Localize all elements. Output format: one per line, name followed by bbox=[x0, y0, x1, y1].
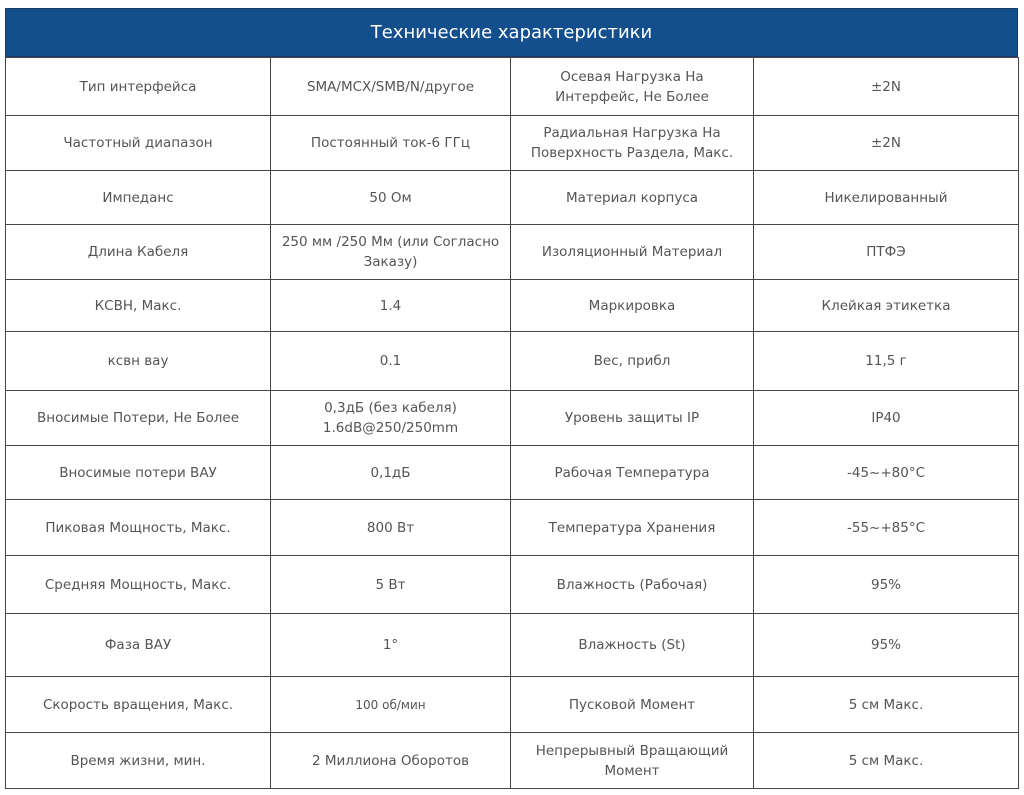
param-value: 1.4 bbox=[270, 279, 511, 332]
param-name: Непрерывный Вращающий Момент bbox=[510, 732, 754, 789]
param-name: Импеданс bbox=[5, 170, 271, 225]
param-value: 2 Миллиона Оборотов bbox=[270, 732, 511, 789]
param-value: 5 см Макс. bbox=[753, 676, 1019, 733]
table-row: Пиковая Мощность, Макс. 800 Вт Температура… bbox=[5, 499, 1019, 556]
table-row: Длина Кабеля 250 мм /250 Мм (или Согласно… bbox=[5, 224, 1019, 280]
param-value: 1° bbox=[270, 613, 511, 677]
param-value: 5 Вт bbox=[270, 555, 511, 614]
table-row: Фаза ВАУ 1° Влажность (St) 95% bbox=[5, 613, 1019, 677]
param-value: ±2N bbox=[753, 115, 1019, 171]
param-name: Пиковая Мощность, Макс. bbox=[5, 499, 271, 556]
param-name: Время жизни, мин. bbox=[5, 732, 271, 789]
param-name: Частотный диапазон bbox=[5, 115, 271, 171]
param-name: Изоляционный Материал bbox=[510, 224, 754, 280]
param-name: Материал корпуса bbox=[510, 170, 754, 225]
table-row: Скорость вращения, Макс. 100 об/мин Пусков… bbox=[5, 676, 1019, 733]
param-value: 11,5 г bbox=[753, 331, 1019, 391]
param-value: Никелированный bbox=[753, 170, 1019, 225]
param-value: 50 Ом bbox=[270, 170, 511, 225]
specs-table-container: Технические характеристики Тип интерфейс… bbox=[5, 8, 1019, 789]
param-value: -55~+85°C bbox=[753, 499, 1019, 556]
table-title: Технические характеристики bbox=[5, 8, 1018, 57]
param-value: 0,1дБ bbox=[270, 445, 511, 500]
specs-table: Тип интерфейса SMA/MCX/SMB/N/другое Осевая… bbox=[5, 57, 1019, 789]
param-name: Средняя Мощность, Макс. bbox=[5, 555, 271, 614]
table-row: Частотный диапазон Постоянный ток-6 ГГц Ра… bbox=[5, 115, 1019, 171]
param-value: IP40 bbox=[753, 390, 1019, 446]
table-row: Средняя Мощность, Макс. 5 Вт Влажность (Ра… bbox=[5, 555, 1019, 614]
param-value: SMA/MCX/SMB/N/другое bbox=[270, 57, 511, 116]
param-name: Влажность (Рабочая) bbox=[510, 555, 754, 614]
param-value: Клейкая этикетка bbox=[753, 279, 1019, 332]
param-name: Фаза ВАУ bbox=[5, 613, 271, 677]
param-value: Постоянный ток-6 ГГц bbox=[270, 115, 511, 171]
param-value: 100 об/мин bbox=[270, 676, 511, 733]
table-row: Тип интерфейса SMA/MCX/SMB/N/другое Осевая… bbox=[5, 57, 1019, 116]
param-name: Осевая Нагрузка На Интерфейс, Не Более bbox=[510, 57, 754, 116]
param-name: ксвн вау bbox=[5, 331, 271, 391]
table-row: Вносимые потери ВАУ 0,1дБ Рабочая Температ… bbox=[5, 445, 1019, 500]
table-row: ксвн вау 0.1 Вес, прибл 11,5 г bbox=[5, 331, 1019, 391]
param-name: Длина Кабеля bbox=[5, 224, 271, 280]
param-value: ПТФЭ bbox=[753, 224, 1019, 280]
param-value: 95% bbox=[753, 613, 1019, 677]
param-value: 5 см Макс. bbox=[753, 732, 1019, 789]
param-value: 95% bbox=[753, 555, 1019, 614]
param-value: 0.1 bbox=[270, 331, 511, 391]
param-value: 0,3дБ (без кабеля) 1.6dB@250/250mm bbox=[270, 390, 511, 446]
table-row: КСВН, Макс. 1.4 Маркировка Клейкая этикетка bbox=[5, 279, 1019, 332]
param-name: Вес, прибл bbox=[510, 331, 754, 391]
param-name: Уровень защиты IP bbox=[510, 390, 754, 446]
table-row: Вносимые Потери, Не Более 0,3дБ (без кабе… bbox=[5, 390, 1019, 446]
param-value: 800 Вт bbox=[270, 499, 511, 556]
param-name: Влажность (St) bbox=[510, 613, 754, 677]
table-row: Импеданс 50 Ом Материал корпуса Никелирован… bbox=[5, 170, 1019, 225]
param-value: 250 мм /250 Мм (или Согласно Заказу) bbox=[270, 224, 511, 280]
param-value: -45~+80°C bbox=[753, 445, 1019, 500]
param-name: КСВН, Макс. bbox=[5, 279, 271, 332]
param-name: Вносимые потери ВАУ bbox=[5, 445, 271, 500]
param-name: Радиальная Нагрузка На Поверхность Разде… bbox=[510, 115, 754, 171]
param-name: Маркировка bbox=[510, 279, 754, 332]
param-value: ±2N bbox=[753, 57, 1019, 116]
table-row: Время жизни, мин. 2 Миллиона Оборотов Непр… bbox=[5, 732, 1019, 789]
param-name: Тип интерфейса bbox=[5, 57, 271, 116]
param-name: Температура Хранения bbox=[510, 499, 754, 556]
param-name: Рабочая Температура bbox=[510, 445, 754, 500]
param-name: Пусковой Момент bbox=[510, 676, 754, 733]
param-name: Скорость вращения, Макс. bbox=[5, 676, 271, 733]
param-name: Вносимые Потери, Не Более bbox=[5, 390, 271, 446]
